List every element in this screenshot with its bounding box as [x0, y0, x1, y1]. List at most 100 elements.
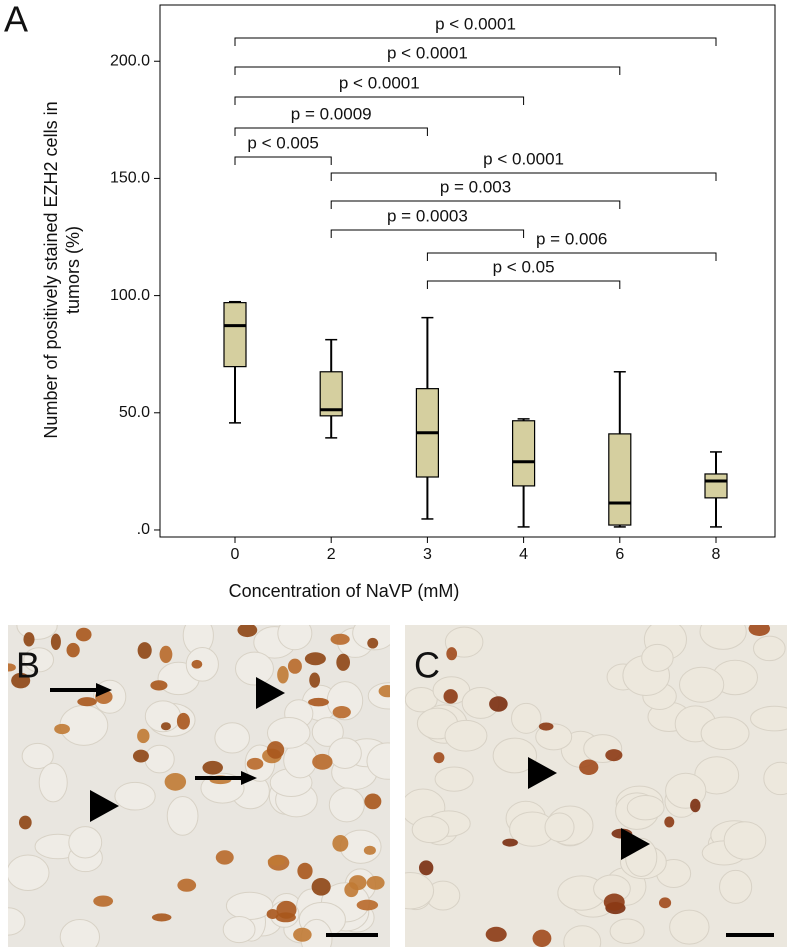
p-value-label: p = 0.0003 — [387, 206, 468, 225]
significance-bracket — [234, 156, 332, 165]
arrow-head — [96, 683, 112, 697]
stained-nucleus — [66, 642, 80, 658]
cell-outline — [699, 625, 747, 650]
x-tick-label: 6 — [615, 546, 624, 563]
panel-label: B — [16, 645, 40, 686]
stained-nucleus — [151, 913, 172, 922]
stained-nucleus — [336, 653, 351, 671]
panel-label: A — [4, 0, 28, 40]
y-tick-label: 100.0 — [110, 287, 150, 304]
p-value-label: p = 0.006 — [536, 229, 607, 248]
stained-nucleus — [54, 723, 70, 735]
x-tick-label: 2 — [327, 546, 336, 563]
stained-nucleus — [311, 877, 331, 896]
cell-outline — [750, 705, 787, 732]
stained-nucleus — [356, 899, 379, 911]
cell-outline — [753, 635, 786, 662]
cell-outline — [492, 737, 538, 774]
cell-outline — [366, 742, 390, 780]
arrow-head — [241, 771, 257, 785]
cell-outline — [405, 872, 435, 910]
stained-nucleus — [137, 642, 152, 659]
cell-outline — [311, 717, 344, 747]
stained-nucleus — [378, 685, 390, 698]
p-value-label: p < 0.0001 — [387, 43, 468, 62]
cell-outline — [719, 869, 753, 904]
cell-outline — [144, 744, 175, 774]
box — [319, 371, 343, 417]
stained-nucleus — [160, 722, 171, 731]
cell-outline — [700, 716, 750, 751]
stained-nucleus — [246, 757, 264, 770]
p-value-label: p < 0.0001 — [435, 14, 516, 33]
stained-nucleus — [202, 760, 223, 775]
stained-nucleus — [748, 625, 771, 636]
stained-nucleus — [18, 815, 32, 830]
cell-outline — [763, 761, 787, 796]
p-value-label: p = 0.0009 — [291, 104, 372, 123]
x-tick-label: 3 — [423, 546, 432, 563]
x-tick-label: 8 — [712, 546, 721, 563]
stained-nucleus — [344, 882, 359, 898]
cell-outline — [669, 909, 710, 945]
significance-bracket — [330, 200, 621, 209]
cell-outline — [68, 826, 103, 859]
cells — [405, 625, 787, 947]
stained-nucleus — [11, 672, 31, 689]
stained-nucleus — [502, 838, 518, 847]
y-axis-title: Number of positively stained EZH2 cells … — [41, 101, 83, 438]
stained-nucleus — [50, 633, 61, 650]
stained-nucleus — [690, 798, 701, 813]
cell-outline — [434, 766, 474, 792]
y-tick-label: .0 — [137, 521, 150, 538]
arrowhead-marker — [90, 790, 119, 822]
cell-outline — [352, 625, 390, 651]
stained-nucleus — [275, 912, 296, 923]
y-tick-label: 150.0 — [110, 170, 150, 187]
stained-nucleus — [433, 752, 445, 764]
stained-nucleus — [446, 647, 458, 661]
y-tick-label: 200.0 — [110, 52, 150, 69]
stained-nucleus — [177, 878, 197, 892]
stained-nucleus — [159, 645, 173, 664]
stained-nucleus — [485, 926, 507, 942]
cell-outline — [328, 737, 362, 769]
pointers — [50, 677, 774, 937]
p-value-label: p = 0.003 — [440, 177, 511, 196]
stained-nucleus — [367, 637, 379, 649]
y-axis-title-line: tumors (%) — [63, 226, 83, 314]
stained-nucleus — [366, 876, 385, 890]
stained-nucleus — [164, 772, 187, 791]
significance-bracket — [426, 280, 621, 289]
stained-nucleus — [137, 728, 150, 744]
stained-nucleus — [287, 658, 302, 674]
cell-outline — [59, 919, 101, 947]
p-value-label: p < 0.005 — [247, 133, 318, 152]
cell-outline — [679, 666, 725, 703]
significance-bracket — [330, 229, 525, 238]
stained-nucleus — [330, 633, 350, 645]
y-tick-label: 50.0 — [119, 404, 150, 421]
stained-nucleus — [8, 663, 16, 672]
stained-nucleus — [297, 862, 313, 880]
cell-outline — [23, 647, 55, 673]
cell-outline — [641, 643, 674, 672]
cell-outline — [114, 781, 156, 811]
cell-outline — [723, 821, 767, 860]
cell-outline — [266, 716, 311, 749]
cell-outline — [609, 918, 645, 944]
significance-bracket — [234, 66, 621, 75]
stained-nucleus — [293, 927, 312, 942]
cell-outline — [277, 625, 313, 651]
cells — [8, 625, 390, 947]
cell-outline — [8, 854, 50, 891]
cell-outline — [405, 686, 438, 713]
stained-nucleus — [332, 835, 349, 852]
stained-nucleus — [664, 816, 675, 828]
stained-nucleus — [75, 627, 92, 642]
stained-nucleus — [309, 672, 321, 688]
p-value-label: p < 0.0001 — [483, 149, 564, 168]
significance-bracket — [426, 252, 717, 261]
cell-outline — [544, 812, 575, 843]
